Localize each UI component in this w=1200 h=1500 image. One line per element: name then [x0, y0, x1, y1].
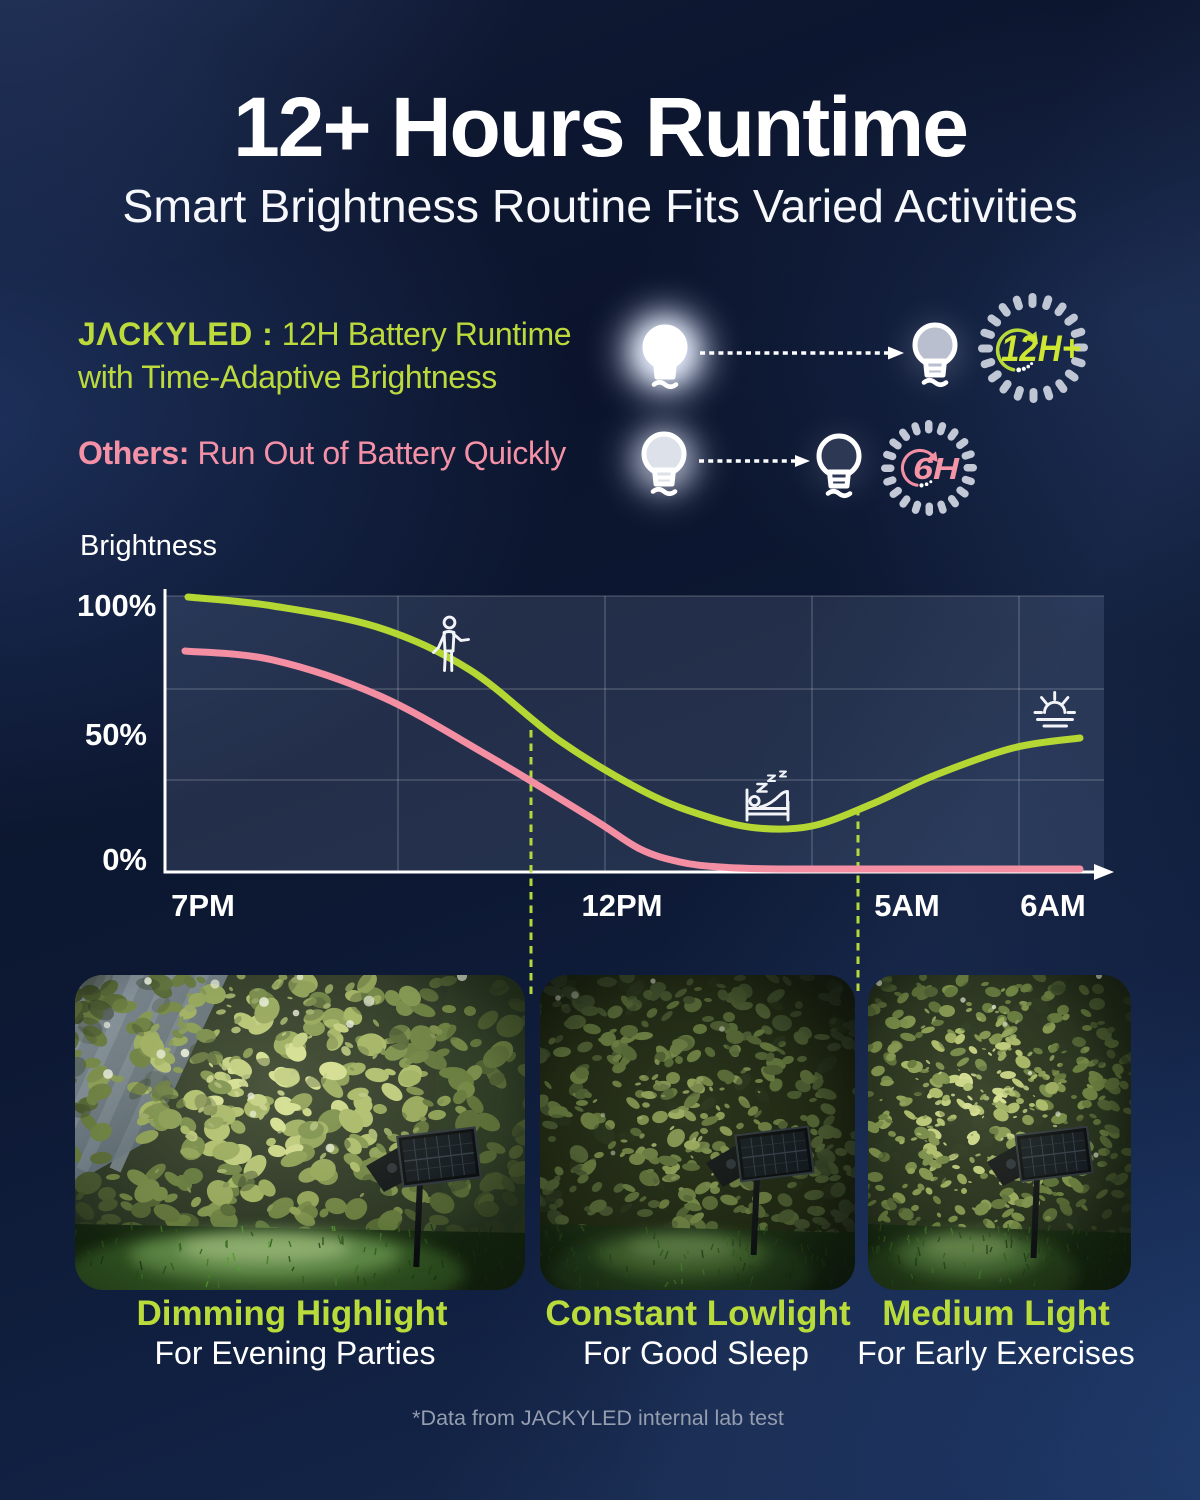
svg-text:12H+: 12H+ [1001, 328, 1081, 369]
svg-text:6H: 6H [913, 451, 960, 486]
